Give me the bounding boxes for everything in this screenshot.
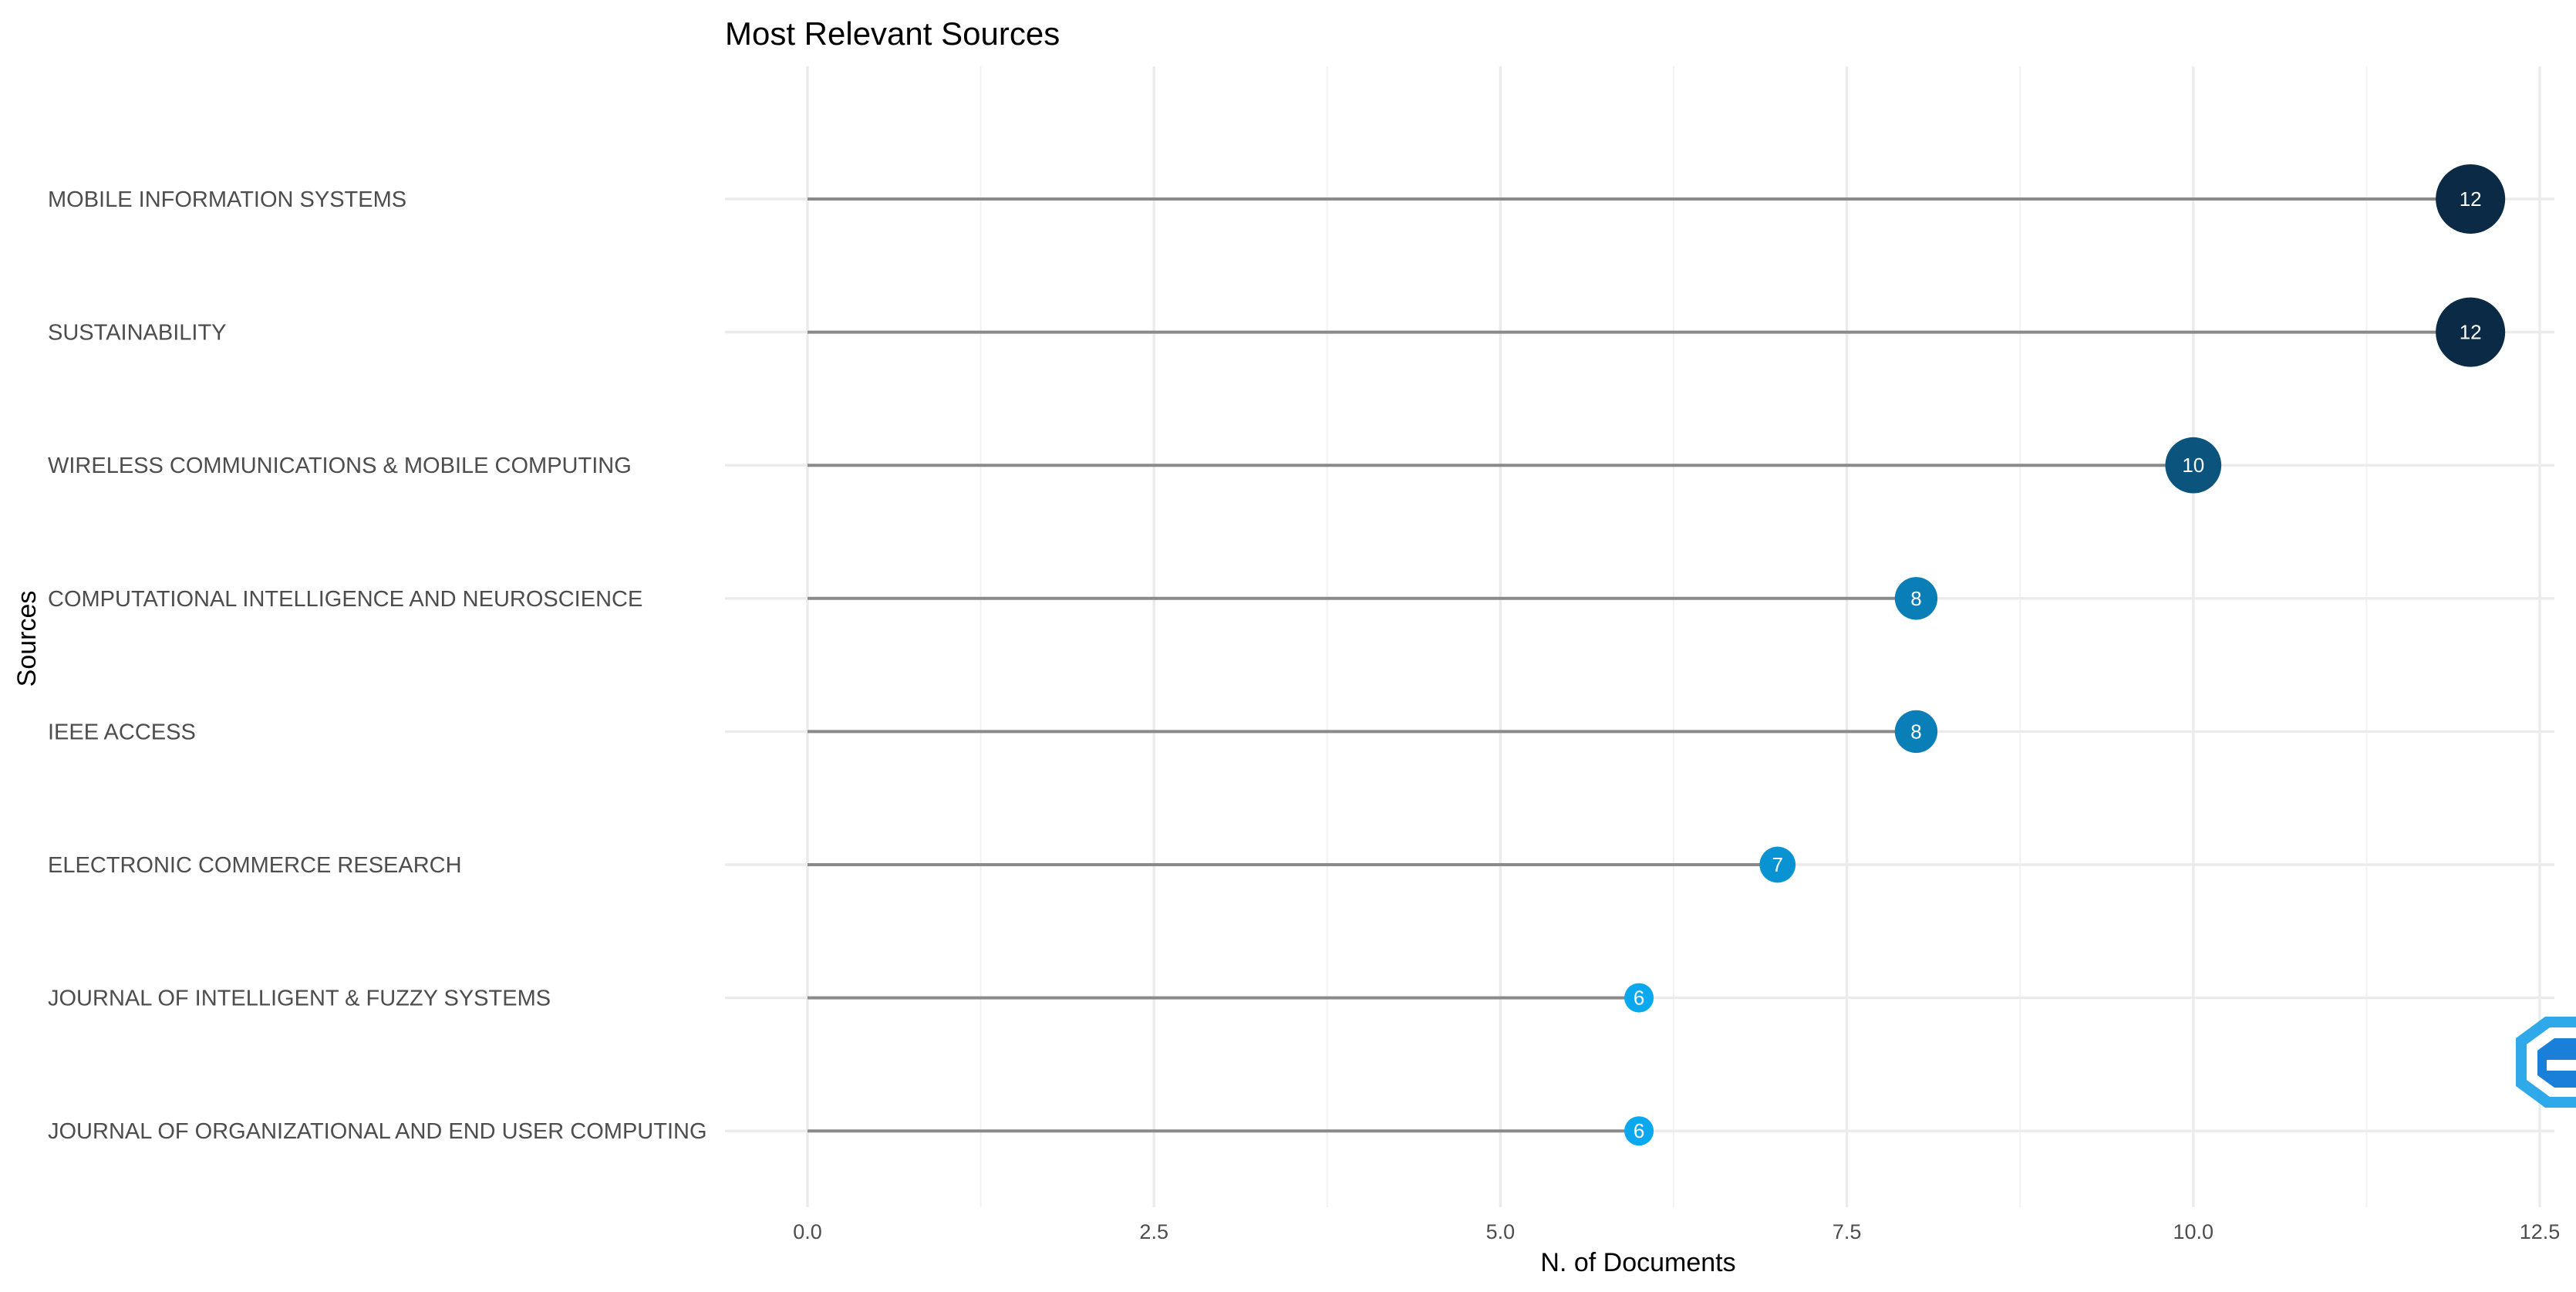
point-value-label: 8 [1910, 720, 1921, 743]
source-label: MOBILE INFORMATION SYSTEMS [48, 187, 406, 212]
stems [808, 197, 2471, 1133]
x-tick-label: 12.5 [2520, 1220, 2561, 1243]
point-value-label: 12 [2460, 187, 2482, 211]
x-axis-title: N. of Documents [1540, 1248, 1735, 1277]
point-value-label: 6 [1634, 987, 1644, 1010]
x-tick-label: 10.0 [2173, 1220, 2214, 1243]
bibliometrix-logo-icon [2516, 1017, 2576, 1108]
point-value-label: 6 [1634, 1119, 1644, 1142]
lollipop-point [1624, 1116, 1654, 1146]
source-label: ELECTRONIC COMMERCE RESEARCH [48, 853, 462, 878]
y-axis-title: Sources [12, 591, 42, 687]
x-ticks: 0.0 2.5 5.0 7.5 10.0 12.5 [793, 1220, 2560, 1243]
point-value-label: 8 [1910, 587, 1921, 610]
source-label: JOURNAL OF ORGANIZATIONAL AND END USER C… [48, 1119, 707, 1144]
lollipop-point [1894, 710, 1938, 754]
x-tick-label: 2.5 [1139, 1220, 1168, 1243]
lollipop-point [2165, 437, 2222, 494]
lollipop-point [2436, 297, 2506, 367]
source-label: WIRELESS COMMUNICATIONS & MOBILE COMPUTI… [48, 454, 632, 478]
point-value-label: 7 [1772, 853, 1783, 876]
source-label: IEEE ACCESS [48, 720, 196, 744]
lollipop-point [1894, 577, 1938, 620]
x-tick-label: 5.0 [1486, 1220, 1516, 1243]
source-labels: MOBILE INFORMATION SYSTEMS SUSTAINABILITY… [48, 187, 707, 1144]
x-tick-label: 0.0 [793, 1220, 822, 1243]
lollipop-point [1759, 846, 1796, 883]
chart-title: Most Relevant Sources [725, 15, 1060, 52]
x-tick-label: 7.5 [1833, 1220, 1862, 1243]
lollipop-point [1624, 983, 1654, 1013]
point-value-label: 10 [2182, 454, 2204, 477]
grid [725, 66, 2554, 1207]
lollipop-point [2436, 164, 2506, 234]
points: 12 12 10 8 8 7 6 6 [1624, 164, 2506, 1146]
source-label: JOURNAL OF INTELLIGENT & FUZZY SYSTEMS [48, 987, 551, 1011]
source-label: COMPUTATIONAL INTELLIGENCE AND NEUROSCIE… [48, 587, 642, 612]
source-label: SUSTAINABILITY [48, 321, 227, 346]
point-value-label: 12 [2460, 321, 2482, 344]
